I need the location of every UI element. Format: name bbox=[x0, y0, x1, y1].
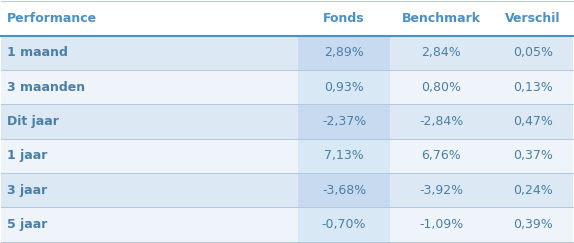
Bar bbox=[298, 207, 390, 242]
Text: 1 maand: 1 maand bbox=[7, 46, 68, 59]
Bar bbox=[298, 36, 390, 70]
Bar bbox=[1, 207, 573, 242]
Text: Fonds: Fonds bbox=[323, 12, 365, 25]
Text: 0,13%: 0,13% bbox=[513, 81, 553, 94]
Text: Verschil: Verschil bbox=[505, 12, 560, 25]
Text: -3,92%: -3,92% bbox=[419, 184, 463, 197]
Text: 3 maanden: 3 maanden bbox=[7, 81, 85, 94]
Text: Benchmark: Benchmark bbox=[402, 12, 481, 25]
Text: 0,39%: 0,39% bbox=[513, 218, 553, 231]
Bar bbox=[298, 173, 390, 207]
Bar bbox=[1, 173, 573, 207]
Text: 7,13%: 7,13% bbox=[324, 149, 364, 162]
Text: -1,09%: -1,09% bbox=[419, 218, 463, 231]
Bar bbox=[298, 70, 390, 104]
Text: -0,70%: -0,70% bbox=[322, 218, 366, 231]
Bar bbox=[1, 36, 573, 70]
Text: 0,24%: 0,24% bbox=[513, 184, 553, 197]
Text: -2,37%: -2,37% bbox=[322, 115, 366, 128]
Bar bbox=[298, 139, 390, 173]
Bar bbox=[298, 104, 390, 139]
Text: 2,84%: 2,84% bbox=[421, 46, 461, 59]
Text: 6,76%: 6,76% bbox=[421, 149, 461, 162]
Text: 5 jaar: 5 jaar bbox=[7, 218, 48, 231]
Text: Performance: Performance bbox=[7, 12, 97, 25]
Bar bbox=[1, 70, 573, 104]
Text: 0,37%: 0,37% bbox=[513, 149, 553, 162]
Text: 1 jaar: 1 jaar bbox=[7, 149, 48, 162]
Text: 0,93%: 0,93% bbox=[324, 81, 364, 94]
Text: 3 jaar: 3 jaar bbox=[7, 184, 47, 197]
Text: 0,47%: 0,47% bbox=[513, 115, 553, 128]
Bar bbox=[1, 104, 573, 139]
Text: 0,05%: 0,05% bbox=[513, 46, 553, 59]
Text: -3,68%: -3,68% bbox=[322, 184, 366, 197]
Text: 0,80%: 0,80% bbox=[421, 81, 461, 94]
Text: Dit jaar: Dit jaar bbox=[7, 115, 59, 128]
Bar bbox=[1, 139, 573, 173]
Text: -2,84%: -2,84% bbox=[419, 115, 463, 128]
Text: 2,89%: 2,89% bbox=[324, 46, 364, 59]
